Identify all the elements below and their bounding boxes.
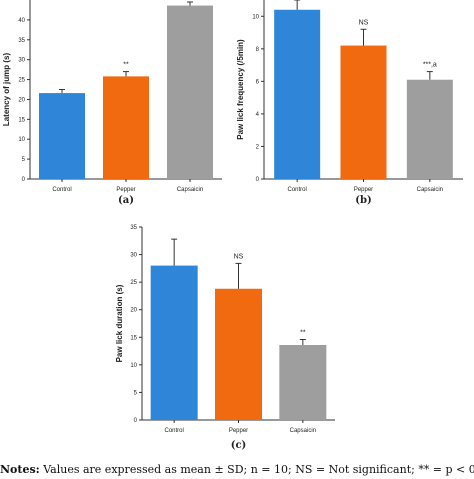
y-tick-label: 20 (130, 308, 137, 314)
chart-panel-2: 0 2 4 6 8 10 Paw lick frequency (/5min) Control… (236, 0, 463, 206)
bar-control (274, 9, 321, 179)
y-tick-label: 0 (134, 418, 138, 424)
figure-notes: Notes: Values are expressed as mean ± SD… (0, 463, 474, 476)
bar-pepper (215, 288, 262, 420)
x-tick-label: Capsaicin (417, 187, 443, 193)
x-tick-label: Pepper (229, 428, 248, 434)
panel-label: (c) (231, 440, 247, 451)
y-tick-label: 25 (18, 78, 25, 84)
y-axis-label: Paw lick duration (s) (115, 284, 124, 362)
y-tick-label: 10 (130, 363, 137, 369)
x-tick-label: Control (164, 428, 183, 434)
significance-label: NS (359, 19, 369, 26)
significance-label: ***,a (423, 62, 437, 69)
y-axis-label: Paw lick frequency (/5min) (236, 39, 245, 140)
bar-control (39, 93, 85, 179)
notes-label: Notes: (0, 463, 40, 476)
x-tick-label: Capsaicin (177, 187, 203, 193)
y-tick-label: 30 (18, 58, 25, 64)
panel-label: (a) (118, 195, 134, 206)
y-tick-label: 15 (130, 335, 137, 341)
y-tick-label: 2 (256, 144, 260, 150)
bar-control (150, 265, 198, 420)
y-tick-label: 0 (22, 177, 26, 183)
x-tick-label: Control (287, 187, 306, 193)
chart-panel-3: 0 5 10 15 20 25 30 35 Paw lick duration (s) Contr… (115, 225, 335, 451)
y-tick-label: 5 (134, 390, 138, 396)
y-tick-label: 10 (18, 137, 25, 143)
y-tick-label: 8 (256, 47, 260, 53)
chart-panel-1: 0 5 10 15 20 25 30 35 40 Latency of jump (s) Contr… (2, 0, 222, 206)
bar-pepper (103, 76, 149, 179)
y-tick-label: 25 (130, 280, 137, 286)
y-tick-label: 30 (130, 253, 137, 259)
y-tick-label: 5 (22, 157, 26, 163)
y-tick-label: 4 (256, 112, 260, 118)
significance-label: NS (234, 253, 244, 260)
y-tick-label: 35 (130, 225, 137, 231)
bar-pepper (340, 45, 387, 180)
bar-capsaicin (279, 345, 327, 420)
notes-text: Values are expressed as mean ± SD; n = 1… (43, 463, 474, 476)
x-tick-label: Pepper (116, 187, 135, 193)
y-tick-label: 6 (256, 79, 260, 85)
bar-capsaicin (167, 5, 213, 179)
x-tick-label: Capsaicin (290, 428, 316, 434)
panel-label: (b) (355, 195, 371, 206)
y-tick-label: 20 (18, 97, 25, 103)
x-tick-label: Control (52, 187, 71, 193)
significance-label: ** (123, 62, 129, 69)
significance-label: ** (300, 329, 306, 336)
y-tick-label: 35 (18, 38, 25, 44)
x-tick-label: Pepper (354, 187, 373, 193)
y-tick-label: 10 (252, 14, 259, 20)
bar-capsaicin (406, 79, 453, 179)
y-tick-label: 15 (18, 117, 25, 123)
y-axis-label: Latency of jump (s) (2, 52, 11, 126)
y-tick-label: 0 (256, 177, 260, 183)
y-tick-label: 40 (18, 18, 25, 24)
